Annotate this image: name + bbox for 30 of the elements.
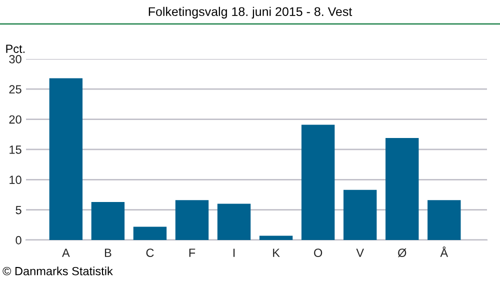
x-tick-label: V	[356, 248, 364, 257]
bar	[133, 226, 167, 240]
x-tick-label: O	[314, 248, 322, 257]
y-tick-label: 15	[10, 146, 22, 154]
x-tick-label: F	[189, 248, 196, 257]
x-tick-label: A	[62, 248, 70, 257]
bar	[49, 78, 83, 240]
bar	[301, 124, 335, 240]
y-tick-label: 30	[9, 54, 22, 64]
y-tick-label: 5	[16, 206, 22, 214]
x-tick-label: I	[233, 248, 235, 257]
y-tick-label: 20	[9, 115, 22, 124]
text: © Danmarks Statistik	[2, 266, 113, 276]
y-tick-label: 0	[16, 236, 22, 244]
x-tick-label: Å	[440, 246, 448, 257]
bar	[428, 200, 461, 240]
y-tick-label: 25	[9, 85, 22, 94]
y-tick-label: 10	[10, 176, 22, 184]
x-tick-label: K	[273, 248, 280, 257]
x-tick-label: C	[146, 248, 154, 257]
bar	[175, 200, 209, 240]
bar	[217, 204, 251, 240]
bar	[386, 138, 419, 240]
y-axis-title: Pct.	[6, 44, 25, 53]
x-tick-label: Ø	[398, 248, 406, 258]
x-tick-label: B	[104, 248, 112, 257]
bar	[91, 202, 125, 240]
chart-title: Folketingsvalg 18. juni 2015 - 8. Vest	[148, 6, 352, 19]
bar	[259, 236, 293, 240]
bar	[343, 190, 377, 240]
